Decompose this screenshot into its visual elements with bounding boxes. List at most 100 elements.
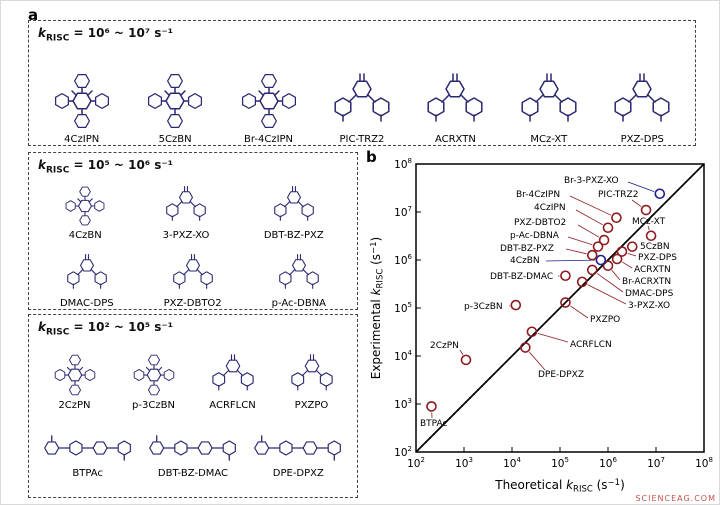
data-point (526, 326, 538, 338)
compound-dmac-dps: DMAC-DPS (60, 251, 114, 309)
label-leader-line (570, 305, 589, 319)
tick-label: 105 (551, 456, 569, 470)
molecule-structure-icon (50, 69, 114, 133)
krisc-group-1e2-1e5: kRISC = 10² ~ 10⁵ s⁻¹ 2CzPN p-3CzBN ACRF… (28, 314, 358, 498)
point-label: p-Ac-DBNA (510, 231, 560, 241)
scatter-plot: 102 103 104 105 106 107 108 102 103 104 105 106 107 1… (370, 157, 713, 495)
tick-label: 108 (695, 456, 713, 470)
point-label: Br-ACRXTN (622, 277, 671, 287)
molecule-structure-icon (64, 251, 110, 297)
y-axis-title: Experimental kRISC (s−1) (370, 237, 386, 380)
compound-name: DPE-DPXZ (272, 468, 324, 480)
data-point (426, 401, 437, 412)
point-label: PXZPO (590, 315, 620, 325)
compound-name: p-Ac-DBNA (271, 298, 327, 310)
point-label: PXZ-DBTO2 (514, 218, 566, 228)
compound-name: 3-PXZ-XO (162, 230, 210, 242)
krisc-group-1e6-1e7: kRISC = 10⁶ ~ 10⁷ s⁻¹ 4CzIPN 5CzBN Br-4C… (28, 20, 696, 146)
molecule-structure-icon (288, 351, 336, 399)
risc-subscript: RISC (45, 33, 70, 44)
compound-name: ACRXTN (434, 134, 476, 146)
label-leader-line (627, 252, 637, 257)
label-leader-line (459, 349, 464, 355)
molecule-structure-icon (163, 183, 209, 229)
molecule-structure-icon (517, 69, 581, 133)
data-point (598, 234, 610, 246)
label-leader-line (622, 261, 633, 269)
tick-label: 108 (394, 157, 412, 171)
molecule-structure-icon (423, 69, 487, 133)
label-leader-line (545, 259, 595, 262)
point-label: DBT-BZ-DMAC (490, 272, 553, 282)
tick-label: 102 (407, 456, 425, 470)
point-label: Br-4CzIPN (516, 190, 560, 200)
tick-label: 106 (599, 456, 617, 470)
molecule-structure-icon (130, 351, 178, 399)
data-point (654, 188, 666, 200)
data-point (616, 246, 628, 257)
panel-b-label: b (366, 148, 377, 166)
range-text: = 10² ~ 10⁵ s⁻¹ (73, 320, 174, 334)
label-leader-line (575, 209, 603, 226)
label-leader-line (529, 351, 546, 371)
molecule-structure-icon (144, 429, 242, 467)
molecule-structure-icon (143, 69, 207, 133)
molecule-structure-icon (170, 251, 216, 297)
x-axis-title: Theoretical kRISC (s−1) (494, 478, 625, 495)
range-text: = 10⁵ ~ 10⁶ s⁻¹ (73, 158, 174, 172)
compound-name: DMAC-DPS (59, 298, 114, 310)
group-1-header: kRISC = 10⁶ ~ 10⁷ s⁻¹ (29, 21, 695, 43)
group-1-compound-row: 4CzIPN 5CzBN Br-4CzIPN PIC-TRZ2 ACRXTN M… (29, 43, 695, 147)
krisc-group-1e5-1e6: kRISC = 10⁵ ~ 10⁶ s⁻¹ 4CzBN 3-PXZ-XO DBT… (28, 152, 358, 310)
label-leader-line (537, 333, 569, 343)
compound-pic-trz2: PIC-TRZ2 (330, 69, 394, 145)
point-label: ACRFLCN (570, 340, 612, 350)
point-label: 4CzBN (510, 256, 540, 266)
tick-label: 107 (394, 205, 412, 219)
compound-name: MCz-XT (530, 134, 568, 146)
compound-p-3czbn: p-3CzBN (130, 351, 178, 411)
compound-name: DBT-BZ-PXZ (263, 230, 324, 242)
data-point (560, 270, 571, 282)
tick-label: 106 (394, 253, 412, 267)
label-leader-line (587, 284, 627, 305)
label-leader-line (567, 236, 593, 246)
compound-name: PIC-TRZ2 (339, 134, 385, 146)
tick-label: 103 (394, 397, 412, 411)
data-point (586, 249, 598, 261)
molecule-structure-icon (51, 351, 99, 399)
point-label: p-3CzBN (464, 302, 503, 312)
data-point (510, 299, 522, 311)
point-label: DBT-BZ-PXZ (500, 244, 554, 254)
data-point (602, 222, 614, 234)
point-label: Br-3-PXZ-XO (564, 176, 619, 186)
risc-subscript: RISC (45, 165, 70, 176)
point-label: MCz-XT (632, 217, 666, 227)
compound-3-pxz-xo: 3-PXZ-XO (162, 183, 210, 242)
molecule-structure-icon (62, 183, 108, 229)
range-text: = 10⁶ ~ 10⁷ s⁻¹ (73, 26, 174, 40)
compound-name: Br-4CzIPN (244, 134, 294, 146)
label-leader-line (611, 270, 621, 281)
tick-label: 103 (455, 456, 473, 470)
label-leader-line (577, 224, 600, 238)
data-point (576, 276, 588, 288)
compound-pxz-dps: PXZ-DPS (610, 69, 674, 145)
data-point (645, 230, 657, 242)
point-label: PIC-TRZ2 (598, 190, 638, 200)
k-symbol: k (38, 26, 46, 40)
data-point (520, 342, 531, 353)
point-label: ACRXTN (634, 265, 671, 275)
tick-label: 102 (394, 445, 412, 459)
compound-5czbn: 5CzBN (143, 69, 207, 145)
data-point (595, 254, 607, 266)
compound-2czpn: 2CzPN (51, 351, 99, 411)
tick-label: 107 (647, 456, 665, 470)
molecule-structure-icon (271, 183, 317, 229)
group-3-header: kRISC = 10² ~ 10⁵ s⁻¹ (29, 315, 357, 337)
molecule-structure-icon (209, 351, 257, 399)
tick-label: 104 (394, 349, 412, 363)
data-point (611, 253, 623, 265)
molecule-structure-icon (237, 69, 301, 133)
data-point (626, 241, 638, 252)
